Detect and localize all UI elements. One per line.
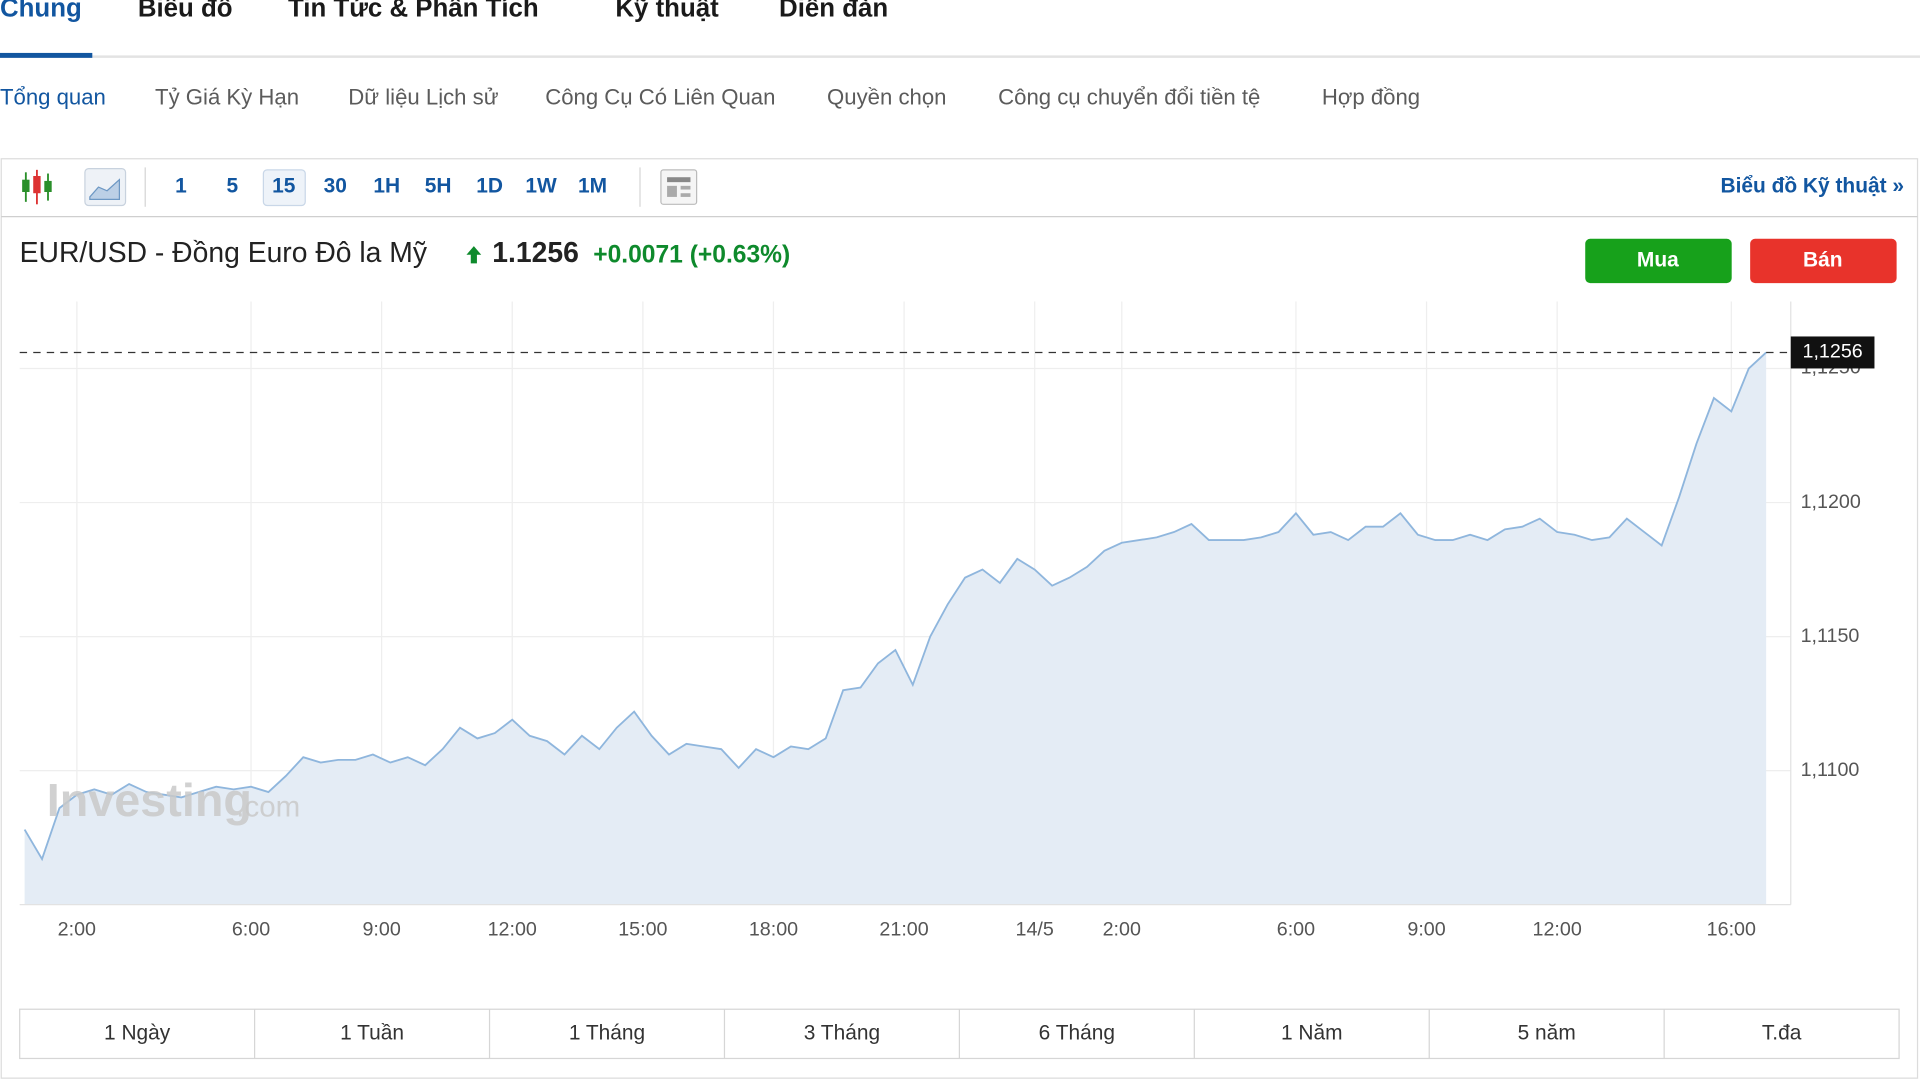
interval-option[interactable]: 1H — [373, 175, 400, 198]
interval-highlight — [262, 169, 306, 207]
range-option[interactable]: T.đa — [1762, 1021, 1802, 1044]
tab[interactable]: Kỹ thuật — [615, 0, 719, 23]
range-option[interactable]: 1 Tuần — [340, 1021, 404, 1044]
tab[interactable]: Tin Tức & Phân Tích — [288, 0, 539, 23]
last-price: 1.1256 — [492, 236, 579, 268]
x-tick-label: 9:00 — [362, 919, 400, 941]
technical-chart-link[interactable]: Biểu đồ Kỹ thuật » — [1720, 175, 1904, 198]
sell-button[interactable] — [1750, 238, 1897, 284]
x-tick-label: 15:00 — [618, 919, 667, 941]
interval-option[interactable]: 30 — [324, 175, 347, 198]
interval-option[interactable]: 1W — [525, 175, 557, 198]
tab[interactable]: Chung — [0, 0, 82, 23]
layout-icon[interactable] — [660, 169, 698, 205]
area-fill — [24, 352, 1767, 905]
tab[interactable]: Biểu đồ — [138, 0, 233, 23]
subtab[interactable]: Công cụ chuyển đổi tiền tệ — [998, 84, 1260, 109]
watermark-suffix: .com — [236, 790, 300, 823]
instrument-name: EUR/USD - Đồng Euro Đô la Mỹ — [20, 236, 428, 268]
chart-panel — [0, 158, 1919, 1079]
x-tick-label: 14/5 — [1016, 919, 1054, 941]
y-tick-label: 1,1200 — [1801, 491, 1861, 513]
subtab[interactable]: Dữ liệu Lịch sử — [348, 84, 498, 109]
subtab[interactable]: Tỷ Giá Kỳ Hạn — [155, 84, 299, 109]
range-option[interactable]: 3 Tháng — [804, 1021, 880, 1044]
x-tick-label: 6:00 — [1277, 919, 1315, 941]
up-arrow — [466, 246, 482, 264]
sell-label[interactable]: Bán — [1803, 248, 1843, 271]
price-change: +0.0071 (+0.63%) — [593, 241, 790, 268]
interval-option[interactable]: 1 — [175, 175, 187, 198]
subtab[interactable]: Tổng quan — [0, 84, 106, 109]
interval-option[interactable]: 15 — [272, 175, 296, 198]
price-line — [23, 351, 1767, 862]
range-option[interactable]: 6 Tháng — [1039, 1021, 1115, 1044]
tab[interactable]: Diễn đàn — [779, 0, 888, 23]
watermark: Investing — [47, 774, 252, 826]
interval-option[interactable]: 5 — [227, 175, 239, 198]
active-tab-underline — [0, 52, 93, 58]
x-tick-label: 9:00 — [1407, 919, 1445, 941]
x-tick-label: 12:00 — [1533, 919, 1582, 941]
range-option[interactable]: 1 Năm — [1281, 1021, 1343, 1044]
y-tick-label: 1,1100 — [1801, 759, 1860, 781]
x-tick-label: 12:00 — [488, 919, 537, 941]
area-icon[interactable] — [84, 168, 127, 207]
last-price-label: 1,1256 — [1803, 341, 1863, 363]
range-option[interactable]: 5 năm — [1518, 1021, 1576, 1044]
subtab[interactable]: Công Cụ Có Liên Quan — [545, 84, 775, 109]
interval-option[interactable]: 5H — [425, 175, 452, 198]
interval-option[interactable]: 1M — [578, 175, 607, 198]
interval-option[interactable]: 1D — [476, 175, 503, 198]
range-option[interactable]: 1 Ngày — [104, 1021, 171, 1044]
candle-icon[interactable] — [22, 169, 52, 205]
range-option[interactable]: 1 Tháng — [569, 1021, 645, 1044]
buy-button[interactable] — [1585, 238, 1732, 284]
buy-label[interactable]: Mua — [1637, 248, 1679, 271]
x-tick-label: 2:00 — [1103, 919, 1141, 941]
last-price-tag — [1790, 336, 1875, 369]
subtab[interactable]: Quyền chọn — [827, 84, 946, 109]
x-tick-label: 18:00 — [749, 919, 798, 941]
x-tick-label: 2:00 — [58, 919, 96, 941]
y-tick-label: 1,1150 — [1801, 625, 1860, 647]
subtab[interactable]: Hợp đồng — [1322, 84, 1420, 109]
x-tick-label: 16:00 — [1707, 919, 1756, 941]
x-tick-label: 21:00 — [879, 919, 928, 941]
x-tick-label: 6:00 — [232, 919, 270, 941]
